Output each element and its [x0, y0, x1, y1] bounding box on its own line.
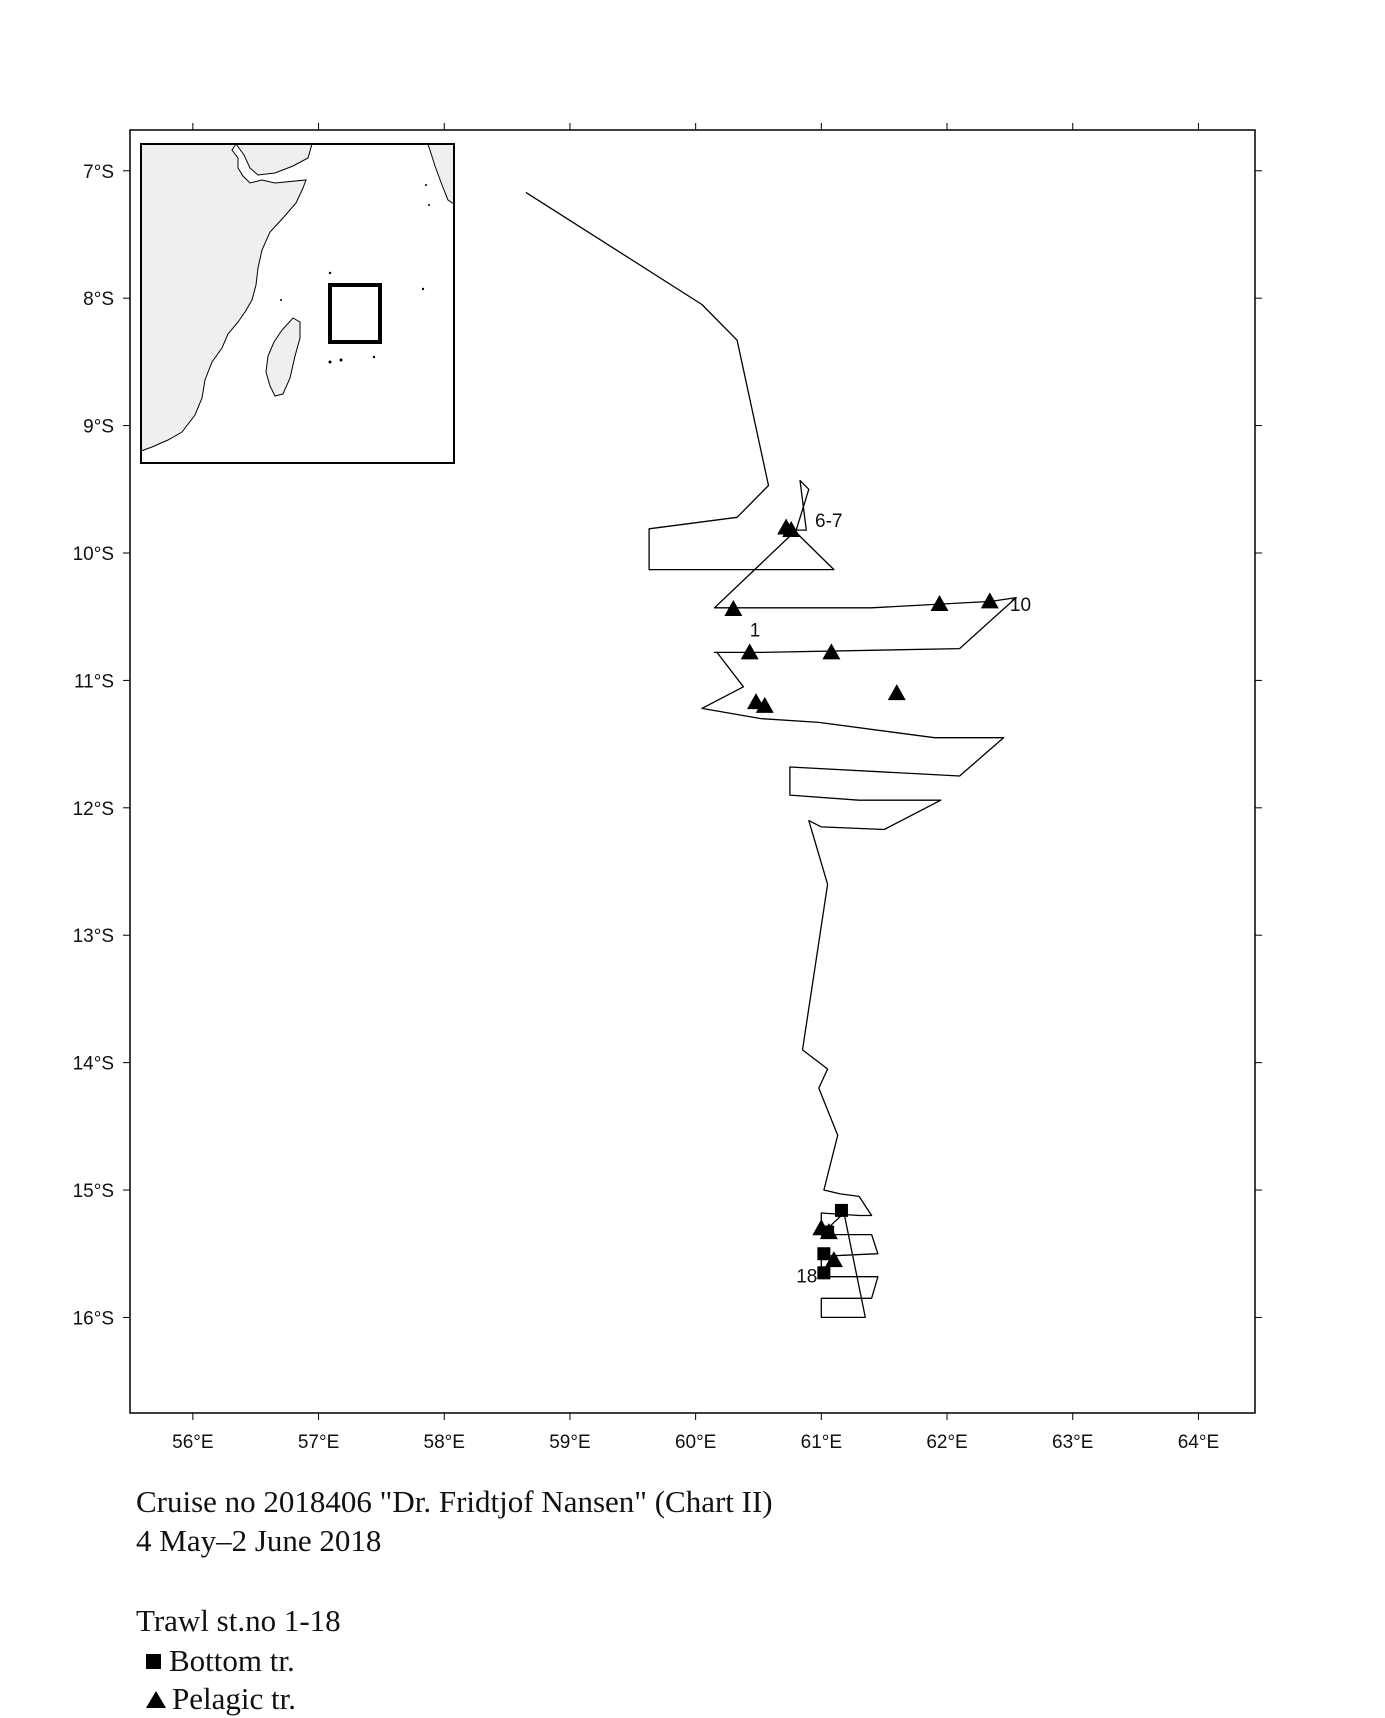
legend-bottom-trawl: Bottom tr. [146, 1643, 295, 1679]
station-number-label: 1 [750, 620, 761, 641]
bottom-trawl-marker [817, 1266, 831, 1280]
lat-tick-label: 9°S [83, 417, 114, 438]
inset-island [421, 287, 425, 291]
bottom-trawl-marker [821, 1225, 835, 1239]
bottom-trawl-marker [817, 1247, 831, 1261]
pelagic-trawl-marker [724, 600, 743, 617]
cruise-track-layer [525, 191, 1017, 1319]
lat-tick-label: 10°S [73, 544, 114, 565]
inset-africa-land [140, 143, 313, 452]
lat-tick-label: 8°S [83, 289, 114, 310]
lon-tick-label: 59°E [549, 1432, 590, 1453]
station-number-label: 18 [796, 1266, 817, 1287]
lon-tick-label: 56°E [172, 1432, 213, 1453]
bottom-trawl-marker [834, 1203, 848, 1217]
lon-tick-label: 63°E [1052, 1432, 1093, 1453]
caption-dates: 4 May–2 June 2018 [136, 1523, 382, 1558]
legend-pelagic-trawl: Pelagic tr. [146, 1681, 296, 1717]
legend-title: Trawl st.no 1-18 [136, 1603, 341, 1638]
pelagic-trawl-marker [980, 592, 999, 609]
lon-tick-label: 64°E [1178, 1432, 1219, 1453]
inset-island [372, 355, 376, 359]
cruise-track [525, 191, 1017, 1319]
inset-island [280, 299, 282, 301]
station-markers-layer [724, 518, 999, 1280]
legend-bottom-label: Bottom tr. [169, 1643, 295, 1678]
lat-tick-label: 7°S [83, 162, 114, 183]
inset-frame [140, 143, 455, 464]
caption-title: Cruise no 2018406 "Dr. Fridtjof Nansen" … [136, 1484, 773, 1519]
pelagic-trawl-marker [824, 1251, 843, 1268]
station-number-label: 10 [1010, 595, 1031, 616]
axis-ticks: 56°E 57°E 58°E 59°E 60°E 61°E 62°E 63°E 64°E 7°S 8… [73, 123, 1262, 1453]
pelagic-trawl-marker [755, 696, 774, 713]
inset-island [425, 184, 427, 186]
pelagic-trawl-marker [930, 594, 949, 611]
inset-island [328, 360, 332, 364]
lon-tick-label: 58°E [424, 1432, 465, 1453]
lat-tick-label: 16°S [73, 1308, 114, 1329]
inset-map [140, 143, 455, 464]
lat-tick-label: 11°S [74, 671, 114, 692]
triangle-marker-icon [146, 1690, 166, 1708]
lon-tick-label: 57°E [298, 1432, 339, 1453]
inset-island [339, 358, 343, 362]
pelagic-trawl-marker [740, 643, 759, 660]
station-labels-layer: 6-7 10 1 18 [750, 511, 1031, 1288]
square-marker-icon [146, 1653, 161, 1669]
pelagic-trawl-marker [887, 684, 906, 701]
pelagic-trawl-marker [782, 521, 801, 538]
inset-island [328, 271, 332, 275]
map-frame [129, 129, 1256, 1414]
lon-tick-label: 62°E [926, 1432, 967, 1453]
lat-tick-label: 14°S [73, 1054, 114, 1075]
inset-island [428, 204, 430, 206]
station-number-label: 6-7 [815, 511, 842, 532]
lon-tick-label: 61°E [801, 1432, 842, 1453]
inset-madagascar [265, 317, 301, 397]
lat-tick-label: 12°S [73, 799, 114, 820]
lon-tick-label: 60°E [675, 1432, 716, 1453]
lat-tick-label: 13°S [73, 926, 114, 947]
legend-pelagic-label: Pelagic tr. [172, 1681, 296, 1716]
study-area-box [328, 283, 382, 344]
pelagic-trawl-marker [822, 643, 841, 660]
lat-tick-label: 15°S [73, 1181, 114, 1202]
